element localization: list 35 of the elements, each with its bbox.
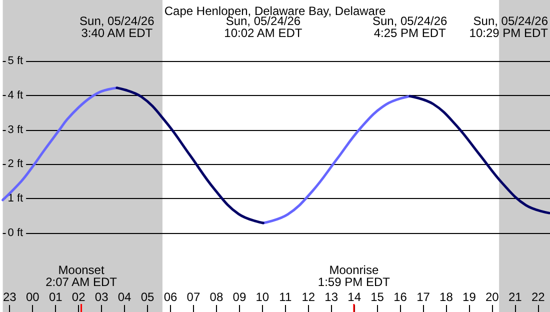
x-tick-label: 18 xyxy=(440,290,454,304)
x-tick-label: 21 xyxy=(508,290,522,304)
x-tick-label: 11 xyxy=(279,290,292,304)
x-tick-label: 00 xyxy=(26,290,40,304)
text: Sun, 05/24/26 3:40 AM EDT xyxy=(80,14,155,40)
y-tick-label: 0 ft xyxy=(8,227,24,239)
x-tick-label: 20 xyxy=(485,290,500,304)
x-tick-label: 10 xyxy=(256,290,270,304)
text: Sun, 05/24/26 10:29 PM EDT xyxy=(469,14,549,40)
x-tick-label: 02 xyxy=(72,290,86,304)
x-tick-label: 15 xyxy=(370,290,384,304)
y-tick-label: 2 ft xyxy=(8,158,24,170)
x-tick-label: 01 xyxy=(48,290,63,304)
x-tick-label: 19 xyxy=(462,290,476,304)
x-tick-label: 03 xyxy=(94,290,109,304)
x-tick-label: 06 xyxy=(164,290,178,304)
x-tick-label: 13 xyxy=(324,290,338,304)
ref-line-label: Moonrise 1:59 PM EDT xyxy=(318,263,391,289)
x-tick-label: 05 xyxy=(140,290,155,304)
x-tick-label: 07 xyxy=(186,290,200,304)
y-tick-label: 5 ft xyxy=(8,55,24,67)
x-tick-label: 08 xyxy=(210,290,224,304)
x-tick-label: 17 xyxy=(416,290,430,304)
x-tick-label: 04 xyxy=(118,290,132,304)
ref-line-label: Moonset 2:07 AM EDT xyxy=(46,263,118,289)
x-tick-label: 23 xyxy=(2,290,17,304)
y-tick-label: 4 ft xyxy=(8,89,24,102)
x-tick-label: 14 xyxy=(348,290,362,304)
x-tick-label: 22 xyxy=(531,290,546,304)
x-tick-label: 09 xyxy=(232,290,246,304)
x-tick-label: 16 xyxy=(394,290,408,304)
text: Sun, 05/24/26 4:25 PM EDT xyxy=(372,14,448,40)
y-tick-label: 3 ft xyxy=(8,124,24,136)
y-tick-label: 1 ft xyxy=(8,192,24,205)
x-tick-label: 12 xyxy=(302,290,316,304)
